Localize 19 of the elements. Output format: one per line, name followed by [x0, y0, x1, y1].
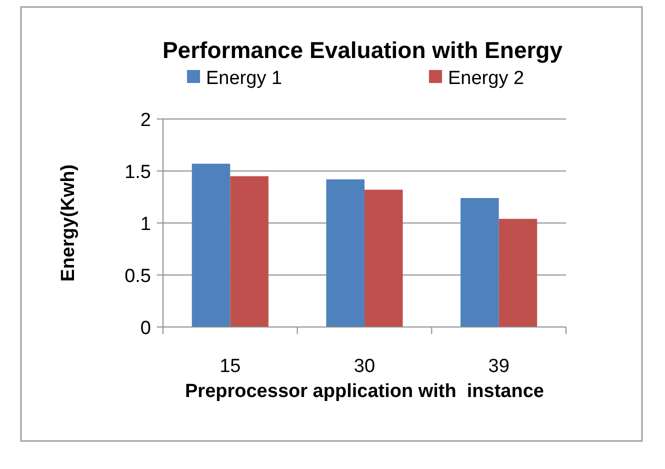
bar — [230, 176, 268, 327]
bar — [498, 218, 538, 327]
y-tick-label: 2 — [140, 110, 151, 131]
y-tick-label: 1 — [140, 214, 151, 235]
x-tick-label: 15 — [220, 356, 241, 377]
y-axis-title: Energy(Kwh) — [58, 164, 79, 282]
x-axis-title: Preprocessor application with instance — [185, 381, 544, 402]
bar — [326, 179, 364, 327]
legend-label: Energy 2 — [448, 68, 524, 89]
bar — [364, 190, 403, 327]
x-tick-label: 39 — [488, 356, 510, 377]
bar — [460, 198, 499, 327]
y-tick-label: 0.5 — [124, 266, 151, 287]
x-tick-label: 30 — [354, 356, 376, 377]
y-tick-label: 1.5 — [124, 162, 151, 183]
legend-label: Energy 1 — [206, 68, 282, 89]
bar — [192, 164, 230, 327]
chart-title: Performance Evaluation with Energy — [162, 37, 563, 63]
y-tick-label: 0 — [140, 318, 151, 339]
